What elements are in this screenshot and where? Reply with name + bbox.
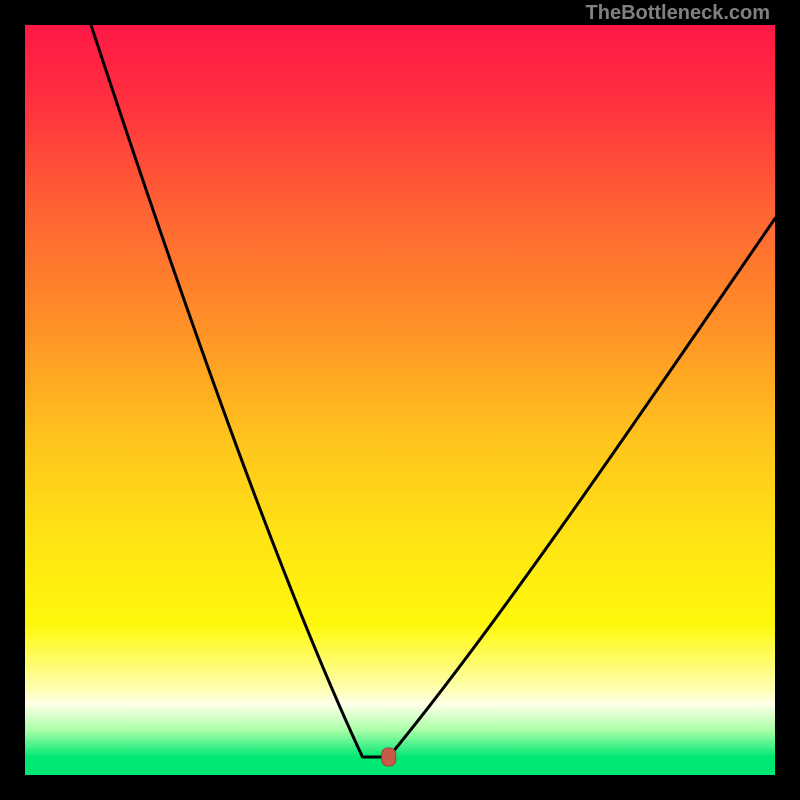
gradient-background [25,25,775,775]
optimum-marker [382,748,396,766]
bottleneck-chart [0,0,800,800]
watermark-text: TheBottleneck.com [586,2,770,25]
